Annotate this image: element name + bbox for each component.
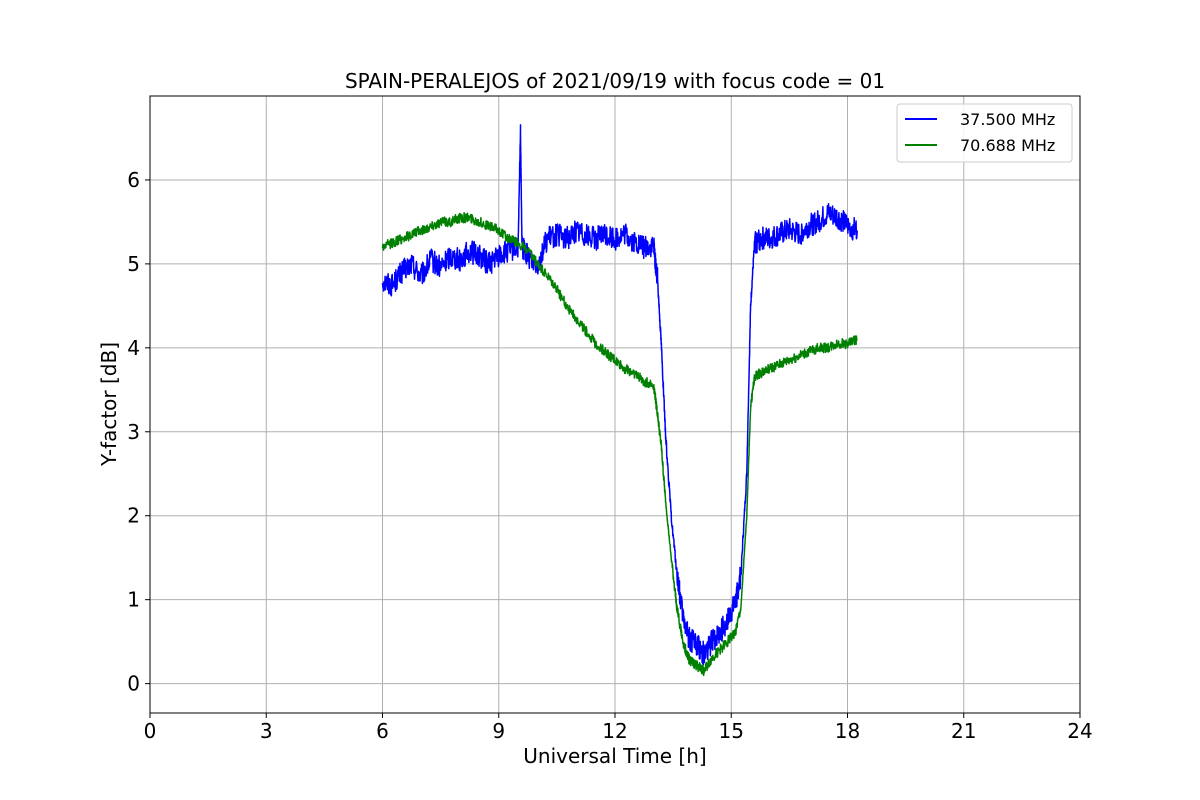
plot-lines	[381, 124, 858, 677]
legend: 37.500 MHz 70.688 MHz	[896, 103, 1073, 163]
series-line-1	[381, 211, 858, 677]
chart-title: SPAIN-PERALEJOS of 2021/09/19 with focus…	[345, 69, 885, 93]
x-tick-label: 9	[492, 719, 505, 743]
y-tick-label: 2	[127, 504, 140, 528]
legend-label-70688: 70.688 MHz	[960, 136, 1055, 155]
x-tick-label: 15	[719, 719, 744, 743]
series-line-0	[381, 124, 858, 666]
x-tick-label: 24	[1067, 719, 1092, 743]
y-tick-label: 6	[127, 168, 140, 192]
x-tick-label: 18	[835, 719, 860, 743]
x-tick-label: 3	[260, 719, 273, 743]
y-axis-label: Y-factor [dB]	[97, 342, 121, 467]
y-tick-label: 5	[127, 252, 140, 276]
x-tick-label: 21	[951, 719, 976, 743]
legend-box	[896, 103, 1073, 163]
x-axis-label: Universal Time [h]	[523, 744, 706, 768]
y-tick-label: 4	[127, 336, 140, 360]
legend-label-37500: 37.500 MHz	[960, 110, 1055, 129]
x-tick-label: 12	[602, 719, 627, 743]
x-tick-label: 0	[144, 719, 157, 743]
y-tick-label: 0	[127, 672, 140, 696]
y-tick-label: 3	[127, 420, 140, 444]
x-tick-label: 6	[376, 719, 389, 743]
y-tick-label: 1	[127, 588, 140, 612]
